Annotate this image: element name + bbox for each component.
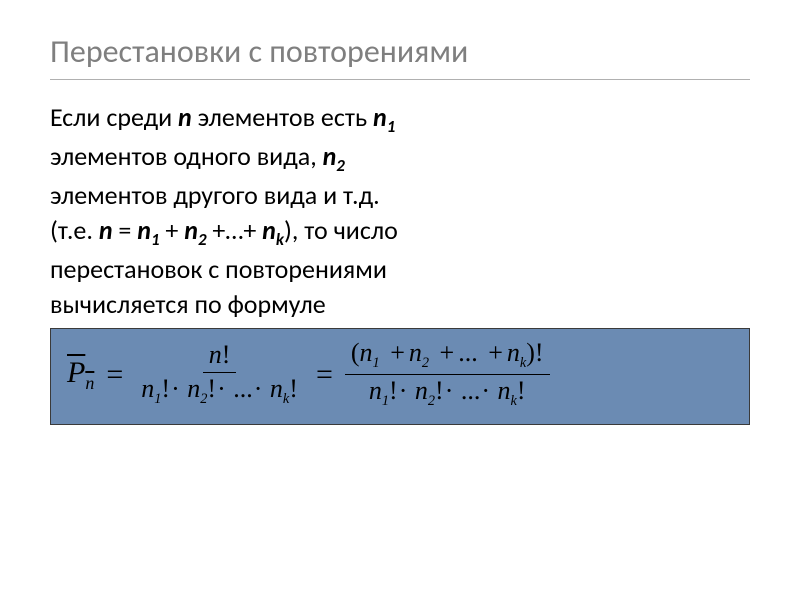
eq-n2: n2 — [184, 214, 206, 246]
eq-n: n — [99, 214, 113, 246]
formula-P: Pn — [67, 356, 94, 394]
text-l4plus2: +…+ — [207, 214, 263, 246]
slide-paragraph: Если среди n элементов есть n1 элементов… — [50, 100, 750, 322]
text-l4eq: = — [113, 214, 138, 246]
eq-nk: nk — [262, 214, 284, 246]
slide-title: Перестановки с повторениями — [50, 32, 750, 71]
formula: Pn = n! n1!· n2!· ...· nk! = (n1 +n2 +..… — [67, 339, 550, 410]
formula-box: Pn = n! n1!· n2!· ...· nk! = (n1 +n2 +..… — [50, 328, 750, 425]
text-l6: вычисляется по формуле — [50, 288, 326, 320]
formula-frac2: (n1 +n2 +... +nk)! n1!· n2!· ...· nk! — [345, 339, 550, 410]
eq-n1: n1 — [137, 214, 159, 246]
formula-eq1: = — [102, 358, 127, 392]
var-n: n — [178, 101, 192, 133]
var-n2: n2 — [323, 140, 345, 172]
text-l5: перестановок с повторениями — [50, 253, 387, 285]
text-l4b: ), то число — [284, 214, 398, 246]
formula-frac1: n! n1!· n2!· ...· nk! — [135, 341, 304, 408]
title-divider — [50, 79, 750, 80]
text-l1a: Если среди — [50, 101, 178, 133]
var-n1: n1 — [373, 101, 395, 133]
text-l3a: элементов другого вида и т.д. — [50, 179, 380, 211]
text-l1b: элементов есть — [192, 101, 373, 133]
text-l4plus1: + — [160, 214, 185, 246]
formula-eq2: = — [312, 358, 337, 392]
text-l4a: (т.е. — [50, 214, 99, 246]
text-l2a: элементов одного вида, — [50, 140, 323, 172]
